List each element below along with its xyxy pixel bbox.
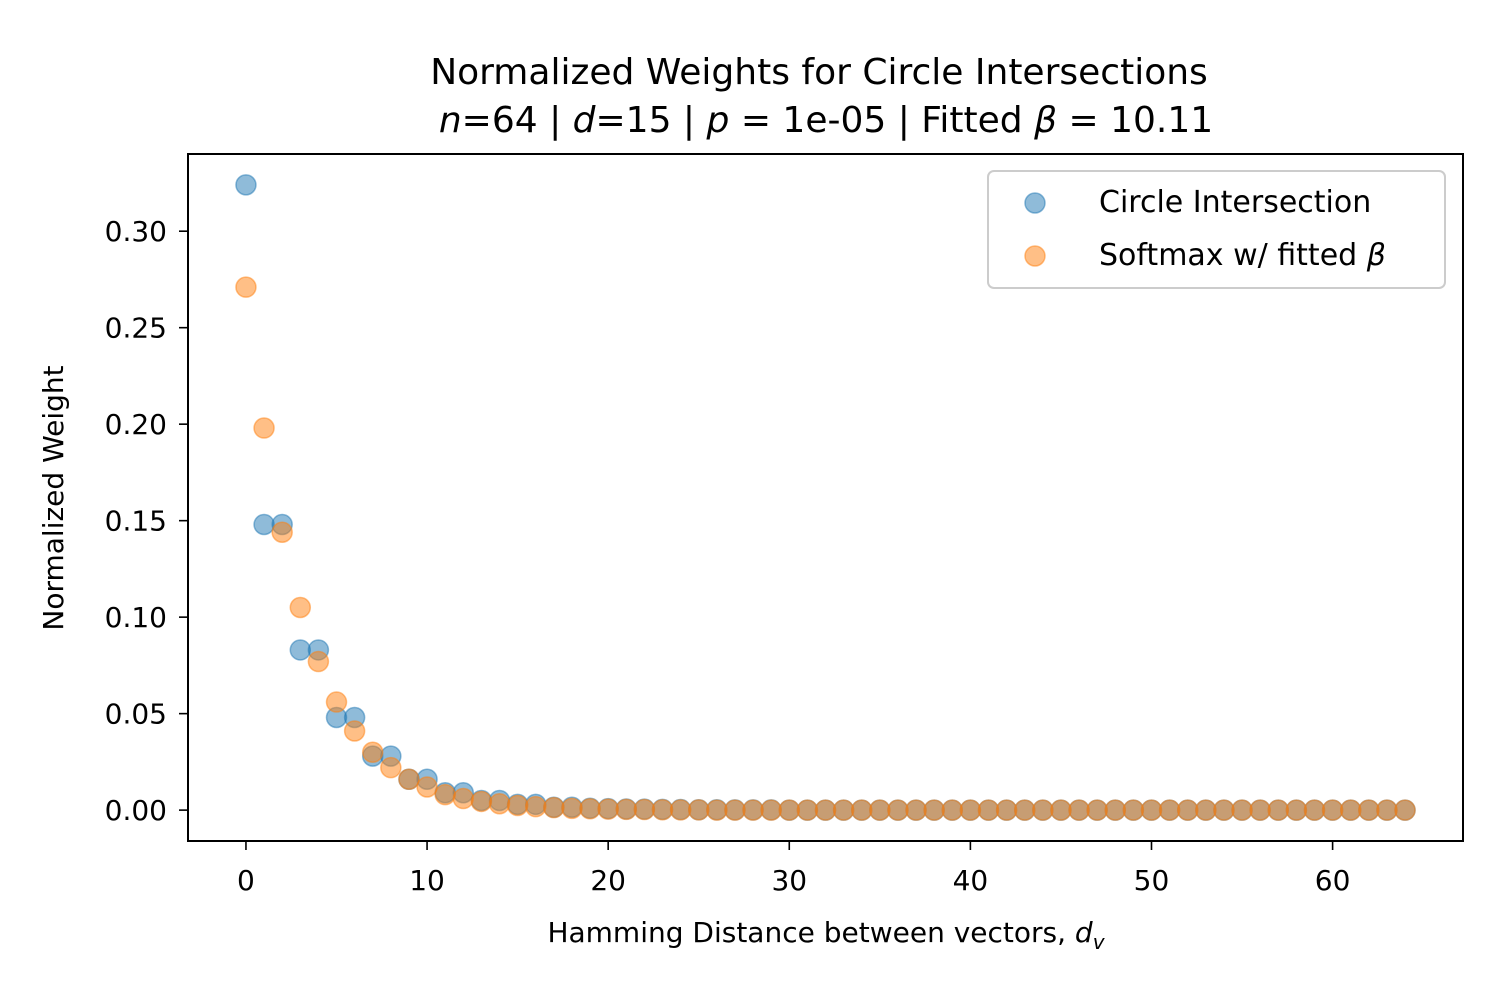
- data-point-softmax: [470, 790, 493, 813]
- data-point-softmax: [1249, 799, 1271, 821]
- y-tick-label: 0.00: [105, 794, 167, 827]
- data-point-softmax: [1267, 799, 1290, 821]
- data-point-softmax: [1285, 799, 1308, 821]
- data-point-softmax: [325, 691, 348, 713]
- data-point-softmax: [1158, 799, 1181, 821]
- data-point-softmax: [742, 799, 764, 821]
- legend: Circle Intersection Softmax w/ fitted β: [987, 170, 1446, 289]
- data-point-softmax: [615, 798, 638, 821]
- data-point-softmax: [1339, 799, 1362, 821]
- data-point-softmax: [1195, 799, 1217, 821]
- data-point-softmax: [1122, 799, 1145, 821]
- data-point-softmax: [959, 799, 982, 821]
- data-point-softmax: [778, 799, 801, 821]
- data-point-softmax: [1104, 799, 1127, 821]
- data-point-softmax: [361, 741, 384, 763]
- data-point-softmax: [1013, 799, 1036, 821]
- y-tick-label: 0.30: [105, 215, 167, 248]
- data-point-softmax: [579, 798, 601, 820]
- x-tick-label: 10: [409, 864, 445, 897]
- legend-label-softmax: Softmax w/ fitted β: [1099, 238, 1386, 273]
- data-point-softmax: [543, 796, 565, 819]
- data-point-softmax: [506, 794, 529, 817]
- data-point-softmax: [343, 720, 366, 742]
- data-point-softmax: [1376, 799, 1398, 821]
- legend-label-circle-intersection: Circle Intersection: [1099, 185, 1371, 220]
- data-point-softmax: [760, 799, 782, 821]
- data-point-softmax: [1231, 799, 1253, 821]
- data-point-softmax: [1321, 799, 1344, 821]
- axes-frame: [187, 153, 1464, 842]
- x-tick-label: 30: [771, 864, 807, 897]
- data-point-softmax: [923, 799, 945, 821]
- data-point-softmax: [597, 798, 619, 820]
- x-tick-label: 0: [237, 864, 255, 897]
- data-point-softmax: [416, 776, 438, 798]
- data-point-softmax: [724, 799, 746, 821]
- data-point-softmax: [905, 799, 927, 821]
- data-point-softmax: [398, 768, 420, 790]
- data-point-softmax: [524, 795, 547, 818]
- data-point-softmax: [235, 276, 257, 298]
- y-tick-label: 0.10: [105, 601, 167, 634]
- data-point-softmax: [995, 799, 1018, 821]
- chart-subtitle: n=64 | d=15 | p = 1e-05 | Fitted β = 10.…: [439, 100, 1213, 141]
- data-point-softmax: [452, 787, 475, 810]
- legend-box: [987, 170, 1446, 289]
- data-point-softmax: [941, 799, 964, 821]
- data-point-circle-intersection: [235, 174, 257, 196]
- data-point-softmax: [253, 417, 275, 439]
- data-point-circle-intersection: [289, 639, 312, 661]
- data-point-softmax: [869, 799, 891, 821]
- data-point-softmax: [1086, 799, 1108, 821]
- x-tick-label: 40: [953, 864, 989, 897]
- legend-marker-softmax: [1024, 245, 1046, 267]
- data-point-softmax: [977, 799, 1000, 821]
- data-point-softmax: [687, 799, 710, 821]
- data-point-softmax: [434, 783, 456, 806]
- data-point-softmax: [1213, 799, 1235, 821]
- chart-title: Normalized Weights for Circle Intersecti…: [430, 52, 1208, 93]
- data-point-softmax: [1140, 799, 1163, 821]
- data-point-softmax: [271, 521, 293, 543]
- data-point-softmax: [1050, 799, 1072, 821]
- data-point-circle-intersection: [253, 513, 275, 536]
- data-point-softmax: [796, 799, 819, 821]
- data-point-softmax: [1176, 799, 1199, 821]
- y-tick-label: 0.05: [105, 698, 167, 731]
- data-point-softmax: [887, 799, 909, 821]
- data-point-softmax: [1303, 799, 1326, 821]
- x-tick-label: 20: [590, 864, 626, 897]
- y-tick-label: 0.20: [105, 408, 167, 441]
- data-point-softmax: [669, 799, 692, 821]
- legend-marker-circle-intersection: [1024, 192, 1046, 214]
- data-point-softmax: [307, 650, 330, 673]
- data-point-softmax: [289, 596, 312, 619]
- y-tick-label: 0.25: [105, 312, 167, 345]
- axis-ticks: 0 10 20 30 40 50 60 0.00 0.05 0.10 0.15 0.20 0.25 0.3…: [105, 215, 1351, 897]
- y-axis-label: Normalized Weight: [37, 365, 70, 630]
- data-point-softmax: [832, 799, 855, 821]
- data-point-softmax: [561, 797, 583, 820]
- x-axis-label: Hamming Distance between vectors, dv: [547, 916, 1105, 954]
- data-point-softmax: [1068, 799, 1090, 821]
- data-point-softmax: [380, 756, 402, 779]
- data-point-softmax: [488, 793, 511, 815]
- data-point-softmax: [651, 798, 674, 821]
- x-tick-label: 60: [1315, 864, 1351, 897]
- y-tick-label: 0.15: [105, 505, 167, 538]
- data-point-softmax: [850, 799, 873, 821]
- data-point-softmax: [1358, 799, 1380, 821]
- data-point-softmax: [633, 798, 656, 821]
- data-point-softmax: [706, 799, 728, 821]
- data-point-softmax: [1394, 799, 1416, 821]
- x-tick-label: 50: [1134, 864, 1170, 897]
- data-points: [235, 174, 1416, 821]
- data-point-softmax: [1032, 799, 1054, 821]
- data-point-softmax: [814, 799, 837, 821]
